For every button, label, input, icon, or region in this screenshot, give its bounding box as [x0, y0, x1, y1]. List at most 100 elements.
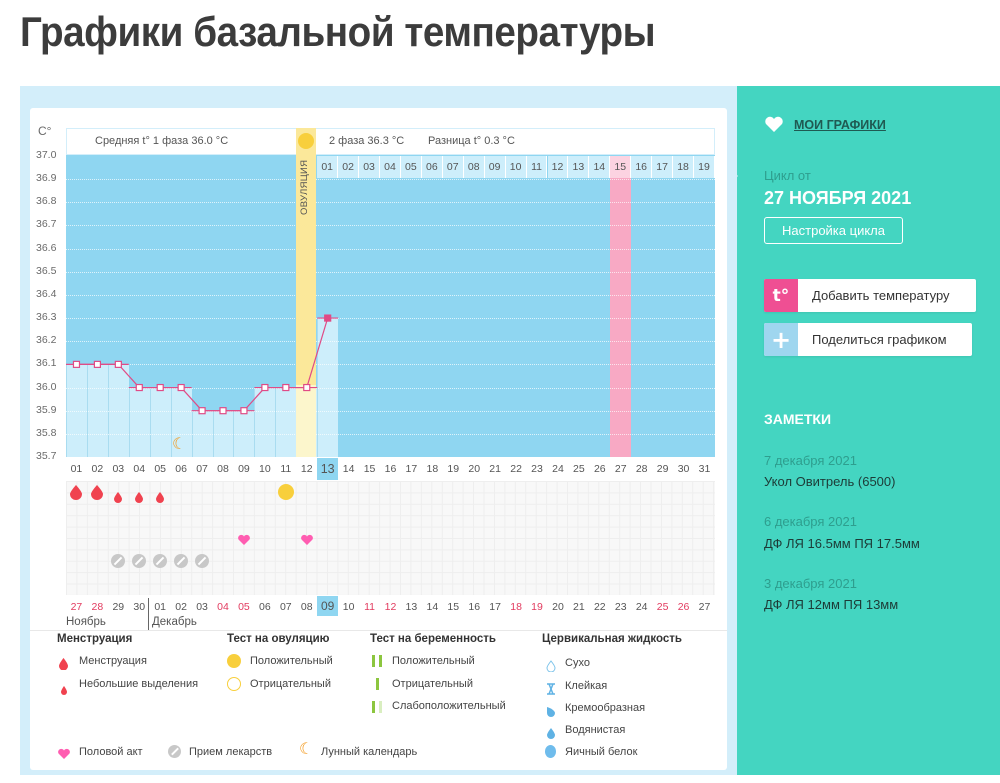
- share-chart-label: Поделиться графиком: [812, 332, 947, 347]
- calendar-date: 14: [426, 601, 439, 613]
- cycle-settings-button[interactable]: Настройка цикла: [764, 217, 903, 244]
- temperature-bar: [107, 364, 129, 457]
- pill-icon: [195, 554, 210, 568]
- y-tick-label: 36.2: [36, 334, 57, 347]
- calendar-date: 16: [468, 601, 481, 613]
- phase2-day: 01: [317, 156, 339, 178]
- phase2-day: 04: [380, 156, 401, 178]
- pregnancy-positive-icon-b: [379, 655, 382, 667]
- thermometer-t-icon: t°: [764, 279, 798, 312]
- calendar-date: 23: [614, 601, 627, 613]
- blood-drop-icon: [70, 485, 83, 504]
- cycle-day: 09: [238, 463, 250, 475]
- grid-line: [66, 225, 715, 227]
- y-tick-label: 36.6: [36, 241, 57, 254]
- phase2-day: 05: [400, 156, 422, 178]
- cycle-day: 31: [698, 463, 711, 475]
- share-chart-button[interactable]: + Поделиться графиком: [764, 323, 972, 356]
- calendar-date: 03: [196, 601, 208, 613]
- chart-header-row: [66, 128, 715, 155]
- temperature-bar: [86, 364, 108, 457]
- ovulation-positive-icon: [227, 654, 241, 668]
- pregnancy-positive-icon-a: [372, 655, 375, 667]
- calendar-date: 29: [112, 601, 125, 613]
- calendar-date: 11: [364, 601, 375, 613]
- cycle-day: 27: [614, 463, 627, 475]
- temperature-bar: [170, 387, 192, 457]
- calendar-date: 25: [656, 601, 669, 613]
- cycle-day: 25: [573, 463, 585, 475]
- month-december: Декабрь: [152, 616, 197, 628]
- cycle-day: 20: [468, 463, 481, 475]
- y-tick-label: 36.3: [36, 311, 57, 324]
- calendar-date: 13: [405, 601, 418, 613]
- calendar-date: 05: [238, 601, 250, 613]
- small-blood-drop-icon: [61, 680, 67, 695]
- grid-line: [66, 410, 715, 412]
- y-tick-label: 36.4: [36, 287, 57, 300]
- temperature-bar: [254, 387, 276, 457]
- cycle-day: 23: [531, 463, 543, 475]
- phase2-day: 17: [652, 156, 674, 178]
- calendar-date: 27: [698, 601, 711, 613]
- cycle-day: 30: [677, 463, 690, 475]
- calendar-date: 15: [447, 601, 460, 613]
- add-temperature-button[interactable]: t° Добавить температуру: [764, 279, 976, 312]
- legend-ovulation-title: Тест на овуляцию: [227, 633, 330, 645]
- grid-line: [66, 318, 715, 320]
- temperature-bar: [191, 410, 213, 457]
- y-tick-label: 35.8: [36, 426, 57, 439]
- pregnancy-weak-icon-b: [379, 701, 382, 713]
- legend-ovulation-negative: Отрицательный: [250, 678, 331, 690]
- legend-watery: Водянистая: [565, 724, 626, 736]
- legend-menstruation-title: Менструация: [57, 633, 133, 645]
- heart-icon: [300, 531, 314, 550]
- cycle-day: 29: [656, 463, 669, 475]
- cycle-date: 27 НОЯБРЯ 2021: [764, 188, 912, 208]
- cycle-day: 08: [217, 463, 229, 475]
- phase2-day: 13: [568, 156, 590, 178]
- calendar-date: 09: [317, 596, 339, 616]
- legend-menstruation: Менструация: [79, 655, 147, 667]
- cycle-day: 24: [552, 463, 564, 475]
- phase2-day: 14: [589, 156, 611, 178]
- temperature-difference: Разница t° 0.3 °C: [428, 135, 515, 147]
- my-charts-link[interactable]: МОИ ГРАФИКИ: [764, 116, 886, 133]
- phase2-day: 18: [673, 156, 695, 178]
- phase2-day: 08: [463, 156, 485, 178]
- phase2-day: 02: [338, 156, 360, 178]
- blood-drop-icon: [91, 485, 104, 504]
- grid-line: [66, 248, 715, 250]
- temperature-bar: [128, 387, 150, 457]
- phase2-day: 10: [505, 156, 527, 178]
- phase2-day: 06: [421, 156, 443, 178]
- moon-icon: ☾: [172, 434, 187, 453]
- egg-white-icon: [545, 745, 556, 758]
- cycle-day: 14: [342, 463, 355, 475]
- calendar-date: 20: [552, 601, 564, 613]
- grid-line: [66, 202, 715, 204]
- my-charts-label: МОИ ГРАФИКИ: [794, 117, 886, 132]
- cycle-day: 22: [510, 463, 522, 475]
- lunar-moon-icon: ☾: [299, 739, 314, 758]
- y-tick-label: 36.9: [36, 172, 57, 185]
- temperature-bar: [233, 410, 255, 457]
- temperature-bar: [275, 387, 297, 457]
- note-date: 6 декабря 2021: [764, 514, 857, 529]
- legend-egg-white: Яичный белок: [565, 746, 638, 758]
- calendar-date: 30: [133, 601, 146, 613]
- page-title: Графики базальной температуры: [20, 8, 656, 55]
- phase2-day: 11: [526, 156, 548, 178]
- pill-icon: [174, 554, 189, 568]
- grid-line: [66, 364, 715, 366]
- cycle-day: 19: [447, 463, 460, 475]
- legend-ovulation-positive: Положительный: [250, 655, 333, 667]
- cycle-day: 03: [112, 463, 125, 475]
- phase2-day: 12: [547, 156, 569, 178]
- cycle-day: 15: [363, 463, 376, 475]
- y-tick-label: 36.8: [36, 195, 57, 208]
- phase2-day: 09: [484, 156, 506, 178]
- phase2-day: 07: [442, 156, 464, 178]
- y-tick-label: 36.0: [36, 380, 57, 393]
- calendar-date: 10: [342, 601, 355, 613]
